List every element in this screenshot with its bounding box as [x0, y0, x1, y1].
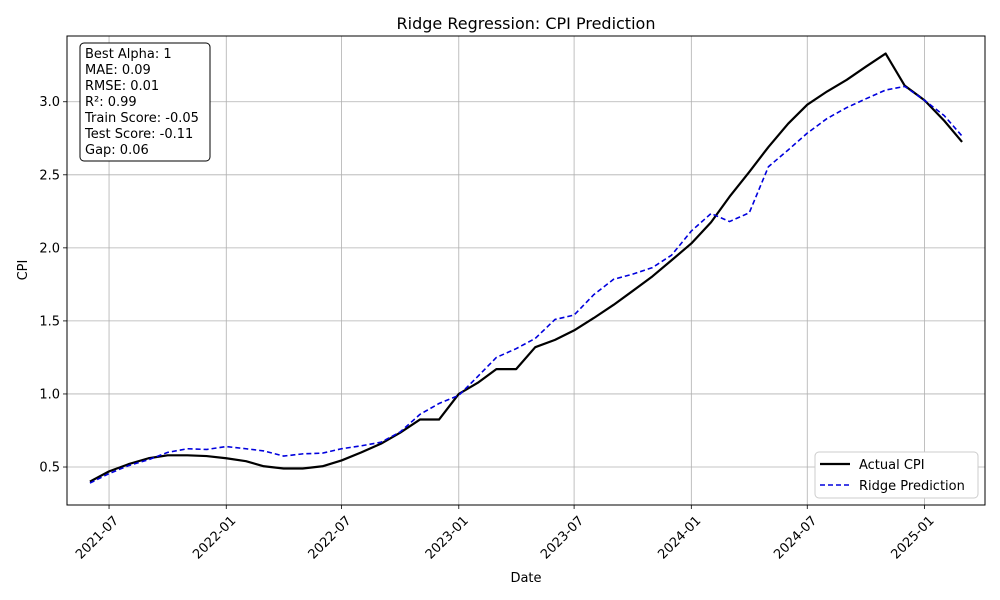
y-tick-label: 2.5	[39, 168, 60, 183]
legend: Actual CPI Ridge Prediction	[814, 451, 979, 499]
legend-label-ridge-prediction: Ridge Prediction	[859, 479, 965, 494]
stat-rmse: RMSE: 0.01	[85, 79, 159, 94]
stat-best-alpha: Best Alpha: 1	[85, 47, 172, 62]
y-tick-label: 0.5	[39, 461, 60, 476]
x-axis-label: Date	[510, 571, 541, 586]
y-tick-label: 2.0	[39, 241, 60, 256]
legend-frame	[814, 451, 979, 499]
stat-gap: Gap: 0.06	[85, 143, 149, 158]
legend-label-actual-cpi: Actual CPI	[859, 458, 925, 473]
plot-frame	[66, 35, 986, 506]
y-tick-label: 3.0	[39, 95, 60, 110]
series-line-actual-cpi	[89, 52, 963, 483]
stat-mae: MAE: 0.09	[85, 63, 151, 78]
stat-r2: R²: 0.99	[85, 95, 137, 110]
chart-title: Ridge Regression: CPI Prediction	[397, 14, 656, 33]
plot-area	[67, 36, 985, 505]
stat-test-score: Test Score: -0.11	[84, 127, 193, 142]
stats-annotation-box: Best Alpha: 1 MAE: 0.09 RMSE: 0.01 R²: 0…	[79, 42, 211, 162]
grid-lines	[67, 36, 985, 505]
stat-train-score: Train Score: -0.05	[84, 111, 199, 126]
series-lines	[89, 52, 963, 484]
stats-box-frame	[79, 42, 211, 162]
y-tick-label: 1.5	[39, 314, 60, 329]
y-axis-label: CPI	[16, 260, 31, 281]
series-line-ridge-prediction	[89, 85, 963, 484]
y-axis-ticks: 0.5 1.0 1.5 2.0 2.5 3.0	[39, 95, 67, 476]
y-tick-label: 1.0	[39, 387, 60, 402]
